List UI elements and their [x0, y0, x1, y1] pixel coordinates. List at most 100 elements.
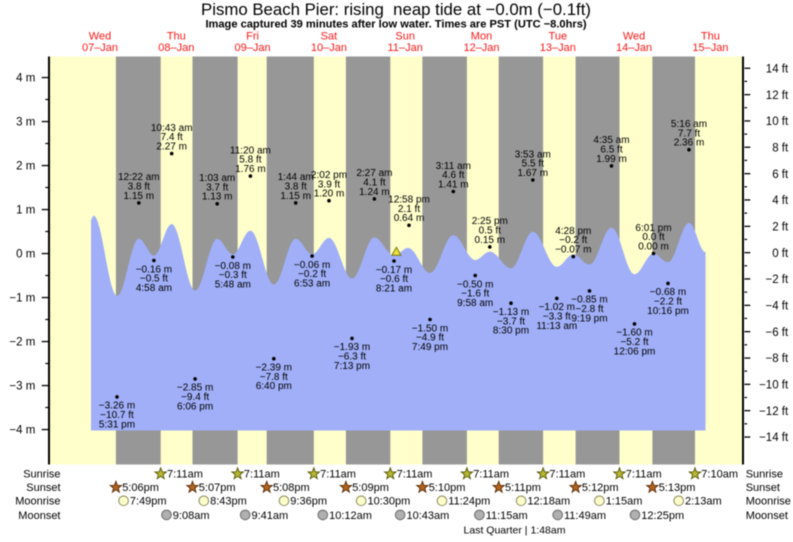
svg-text:3.9 ft: 3.9 ft [318, 179, 340, 190]
svg-text:5:10pm: 5:10pm [429, 482, 466, 494]
svg-text:11:24pm: 11:24pm [448, 496, 490, 508]
svg-text:−0.16 m: −0.16 m [136, 264, 172, 275]
svg-text:−0.5 ft: −0.5 ft [140, 274, 168, 285]
svg-text:−4.9 ft: −4.9 ft [416, 333, 444, 344]
svg-text:7.7 ft: 7.7 ft [678, 128, 700, 139]
svg-text:Thu: Thu [167, 30, 186, 42]
svg-text:Sunset: Sunset [746, 482, 780, 494]
svg-text:8:21 am: 8:21 am [376, 283, 412, 294]
svg-text:7:49pm: 7:49pm [130, 496, 167, 508]
svg-text:11–Jan: 11–Jan [388, 42, 423, 54]
svg-text:−3 m: −3 m [9, 381, 35, 393]
svg-text:−1 m: −1 m [9, 293, 35, 305]
svg-text:Sunset: Sunset [26, 482, 60, 494]
svg-text:4.6 ft: 4.6 ft [442, 170, 464, 181]
svg-text:−2 ft: −2 ft [765, 274, 789, 286]
svg-text:10:30pm: 10:30pm [368, 496, 411, 508]
svg-text:−0.68 m: −0.68 m [650, 287, 686, 298]
svg-text:07–Jan: 07–Jan [82, 42, 118, 54]
svg-text:Sat: Sat [321, 30, 338, 42]
svg-text:Wed: Wed [623, 30, 645, 42]
svg-text:6:40 pm: 6:40 pm [256, 381, 292, 392]
svg-text:Tue: Tue [549, 30, 568, 42]
svg-text:7:49 pm: 7:49 pm [412, 342, 448, 353]
svg-text:2 ft: 2 ft [772, 222, 789, 234]
svg-text:Sun: Sun [395, 30, 415, 42]
svg-text:1:15am: 1:15am [606, 496, 643, 508]
svg-text:12:22 am: 12:22 am [118, 172, 160, 183]
svg-text:−4 m: −4 m [9, 425, 35, 437]
svg-text:Last Quarter | 1:48am: Last Quarter | 1:48am [464, 525, 566, 537]
svg-text:−6 ft: −6 ft [765, 327, 789, 339]
svg-text:1.99 m: 1.99 m [596, 154, 627, 165]
svg-text:8:30 pm: 8:30 pm [493, 326, 529, 337]
svg-text:4:28 pm: 4:28 pm [555, 226, 591, 237]
svg-text:7:11am: 7:11am [397, 469, 433, 481]
svg-text:12–Jan: 12–Jan [463, 42, 499, 54]
svg-text:1:44 am: 1:44 am [278, 172, 314, 183]
svg-text:15–Jan: 15–Jan [692, 42, 728, 54]
svg-text:3:53 am: 3:53 am [515, 149, 551, 160]
svg-text:5:09pm: 5:09pm [352, 482, 389, 494]
svg-text:1.15 m: 1.15 m [280, 191, 311, 202]
svg-text:14 ft: 14 ft [766, 63, 789, 75]
svg-text:5:06pm: 5:06pm [122, 482, 159, 494]
svg-text:10:43 am: 10:43 am [151, 123, 193, 134]
svg-text:11:49am: 11:49am [564, 510, 606, 522]
svg-text:−2.8 ft: −2.8 ft [575, 304, 603, 315]
svg-text:Thu: Thu [701, 30, 720, 42]
svg-text:−10.7 ft: −10.7 ft [100, 410, 134, 421]
svg-text:Moonset: Moonset [18, 510, 60, 522]
svg-text:09–Jan: 09–Jan [235, 42, 271, 54]
svg-text:8:43pm: 8:43pm [210, 496, 247, 508]
svg-text:2:02 pm: 2:02 pm [311, 170, 347, 181]
svg-text:0.15 m: 0.15 m [475, 235, 506, 246]
svg-text:−2.39 m: −2.39 m [256, 363, 292, 374]
svg-text:5.8 ft: 5.8 ft [239, 155, 261, 166]
svg-text:3.7 ft: 3.7 ft [206, 182, 228, 193]
svg-text:−1.93 m: −1.93 m [334, 342, 370, 353]
svg-text:10:16 pm: 10:16 pm [647, 306, 689, 317]
svg-text:6:01 pm: 6:01 pm [635, 223, 671, 234]
svg-text:5:13pm: 5:13pm [659, 482, 696, 494]
svg-text:6.5 ft: 6.5 ft [600, 145, 622, 156]
svg-text:7:11am: 7:11am [473, 469, 509, 481]
svg-text:5:31 pm: 5:31 pm [99, 419, 135, 430]
svg-text:4:58 am: 4:58 am [136, 283, 172, 294]
svg-text:1.67 m: 1.67 m [518, 168, 549, 179]
svg-text:8 ft: 8 ft [772, 142, 789, 154]
svg-text:−0.06 m: −0.06 m [294, 260, 330, 271]
svg-text:10:12am: 10:12am [329, 510, 372, 522]
svg-text:−0.2 ft: −0.2 ft [298, 269, 326, 280]
svg-text:0.5 ft: 0.5 ft [479, 226, 501, 237]
svg-text:0 ft: 0 ft [772, 248, 789, 260]
svg-text:−3.7 ft: −3.7 ft [497, 316, 525, 327]
svg-text:1.15 m: 1.15 m [124, 191, 155, 202]
svg-text:6:53 am: 6:53 am [294, 279, 330, 290]
svg-text:Moonrise: Moonrise [746, 496, 791, 508]
svg-text:1.24 m: 1.24 m [359, 187, 390, 198]
svg-text:7:11am: 7:11am [320, 469, 356, 481]
svg-text:5:48 am: 5:48 am [215, 279, 251, 290]
svg-text:13–Jan: 13–Jan [540, 42, 576, 54]
svg-text:−1.6 ft: −1.6 ft [461, 289, 489, 300]
svg-text:2:27 am: 2:27 am [356, 168, 392, 179]
svg-text:1.20 m: 1.20 m [314, 189, 345, 200]
svg-text:14–Jan: 14–Jan [616, 42, 652, 54]
svg-text:1 m: 1 m [16, 205, 35, 217]
svg-text:5:07pm: 5:07pm [199, 482, 236, 494]
svg-text:Moonset: Moonset [746, 510, 788, 522]
svg-text:9:08am: 9:08am [173, 510, 210, 522]
svg-text:5:16 am: 5:16 am [671, 119, 707, 130]
svg-text:Sunrise: Sunrise [23, 469, 60, 481]
svg-text:−1.02 m: −1.02 m [539, 302, 575, 313]
svg-text:7:11am: 7:11am [549, 469, 585, 481]
svg-text:11:20 am: 11:20 am [230, 145, 271, 156]
svg-text:5:12pm: 5:12pm [582, 482, 619, 494]
svg-text:5:11pm: 5:11pm [505, 482, 541, 494]
svg-text:5:08pm: 5:08pm [273, 482, 310, 494]
svg-text:2.36 m: 2.36 m [674, 138, 705, 149]
svg-text:7:13 pm: 7:13 pm [334, 361, 370, 372]
svg-text:−7.8 ft: −7.8 ft [260, 372, 288, 383]
svg-text:−2 m: −2 m [9, 337, 35, 349]
